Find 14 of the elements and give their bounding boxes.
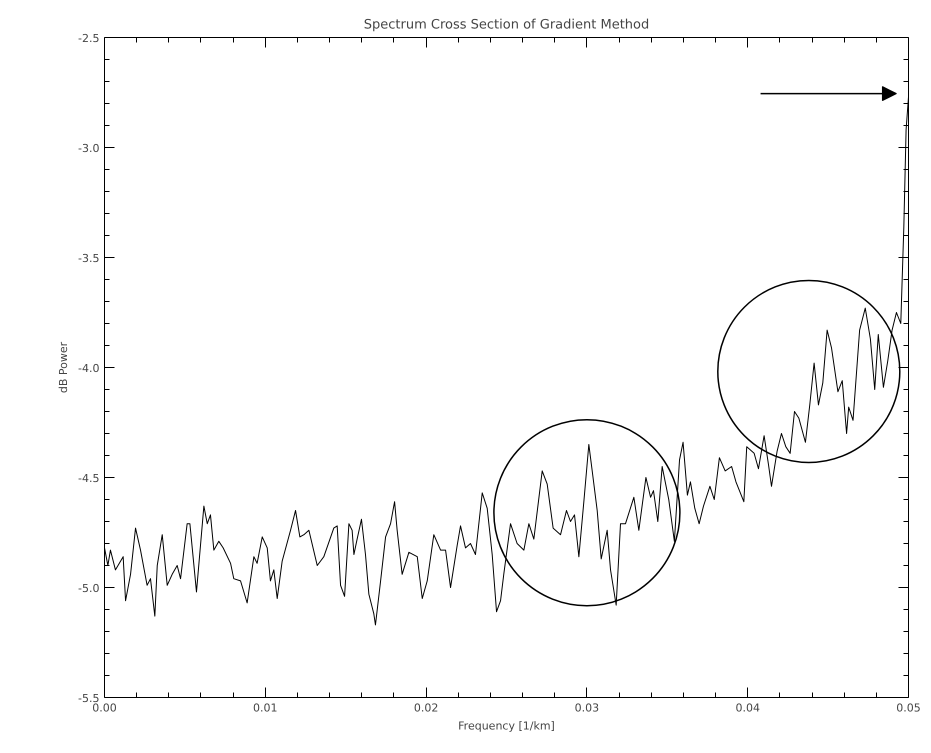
y-tick-label: -5.0 [78, 582, 100, 595]
y-tick-label: -4.5 [78, 472, 100, 485]
x-tick-label: 0.04 [735, 702, 760, 714]
x-tick-label: 0.05 [896, 702, 921, 714]
x-tick-label: 0.01 [253, 702, 278, 714]
x-axis-title: Frequency [1/km] [458, 720, 555, 732]
y-tick-label: -3.0 [78, 142, 100, 155]
chart-title: Spectrum Cross Section of Gradient Method [364, 18, 650, 32]
y-tick-label: -2.5 [78, 32, 100, 45]
y-tick-label: -4.0 [78, 362, 100, 375]
y-tick-label: -3.5 [78, 252, 100, 265]
x-tick-label: 0.02 [414, 702, 438, 714]
y-axis-title: dB Power [57, 341, 70, 394]
x-tick-label: 0.03 [574, 702, 600, 714]
